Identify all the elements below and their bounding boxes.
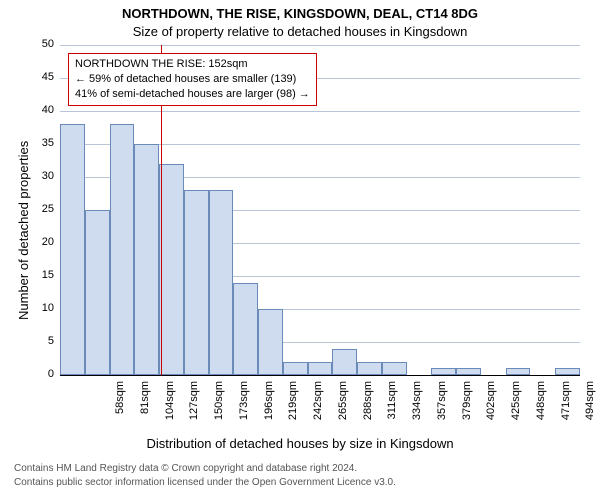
x-tick-label: 58sqm (114, 381, 126, 431)
chart-title: NORTHDOWN, THE RISE, KINGSDOWN, DEAL, CT… (0, 6, 600, 21)
annotation-box: NORTHDOWN THE RISE: 152sqm← 59% of detac… (68, 53, 317, 106)
x-tick-label: 219sqm (287, 381, 299, 431)
x-tick-label: 196sqm (263, 381, 275, 431)
x-tick-label: 127sqm (188, 381, 200, 431)
histogram-bar (431, 368, 456, 375)
y-tick-label: 40 (30, 104, 54, 116)
x-axis-label: Distribution of detached houses by size … (0, 436, 600, 451)
histogram-bar (308, 362, 333, 375)
footer-line-2: Contains public sector information licen… (14, 476, 396, 489)
x-tick-label: 104sqm (164, 381, 176, 431)
y-tick-label: 50 (30, 38, 54, 50)
x-tick-label: 311sqm (386, 381, 398, 431)
footer-line-1: Contains HM Land Registry data © Crown c… (14, 462, 357, 475)
x-tick-label: 265sqm (337, 381, 349, 431)
plot-area: NORTHDOWN THE RISE: 152sqm← 59% of detac… (60, 45, 580, 375)
y-tick-label: 30 (30, 170, 54, 182)
x-tick-label: 425sqm (510, 381, 522, 431)
histogram-bar (258, 309, 283, 375)
histogram-bar (555, 368, 580, 375)
x-tick-label: 494sqm (584, 381, 596, 431)
x-tick-label: 150sqm (213, 381, 225, 431)
chart-subtitle: Size of property relative to detached ho… (0, 24, 600, 39)
chart-container: { "chart": { "type": "histogram", "title… (0, 0, 600, 500)
x-tick-label: 288sqm (362, 381, 374, 431)
y-tick-label: 35 (30, 137, 54, 149)
y-tick-label: 5 (30, 335, 54, 347)
y-tick-label: 10 (30, 302, 54, 314)
x-tick-label: 357sqm (436, 381, 448, 431)
histogram-bar (382, 362, 407, 375)
annotation-line: ← 59% of detached houses are smaller (13… (75, 72, 310, 87)
x-tick-label: 81sqm (139, 381, 151, 431)
histogram-bar (60, 124, 85, 375)
x-tick-label: 379sqm (461, 381, 473, 431)
annotation-line: NORTHDOWN THE RISE: 152sqm (75, 57, 310, 72)
histogram-bar (110, 124, 135, 375)
histogram-bar (283, 362, 308, 375)
x-tick-label: 242sqm (312, 381, 324, 431)
histogram-bar (184, 190, 209, 375)
gridline (60, 111, 580, 112)
histogram-bar (134, 144, 159, 375)
y-tick-label: 0 (30, 368, 54, 380)
x-tick-label: 471sqm (560, 381, 572, 431)
gridline (60, 45, 580, 46)
histogram-bar (233, 283, 258, 375)
histogram-bar (332, 349, 357, 375)
y-tick-label: 45 (30, 71, 54, 83)
y-tick-label: 15 (30, 269, 54, 281)
histogram-bar (506, 368, 531, 375)
histogram-bar (85, 210, 110, 375)
annotation-line: 41% of semi-detached houses are larger (… (75, 87, 310, 102)
y-tick-label: 20 (30, 236, 54, 248)
x-tick-label: 334sqm (411, 381, 423, 431)
histogram-bar (159, 164, 184, 375)
y-axis-label: Number of detached properties (16, 141, 31, 320)
histogram-bar (209, 190, 234, 375)
x-tick-label: 402sqm (485, 381, 497, 431)
x-tick-label: 448sqm (535, 381, 547, 431)
y-tick-label: 25 (30, 203, 54, 215)
histogram-bar (456, 368, 481, 375)
baseline (60, 375, 580, 376)
histogram-bar (357, 362, 382, 375)
x-tick-label: 173sqm (238, 381, 250, 431)
